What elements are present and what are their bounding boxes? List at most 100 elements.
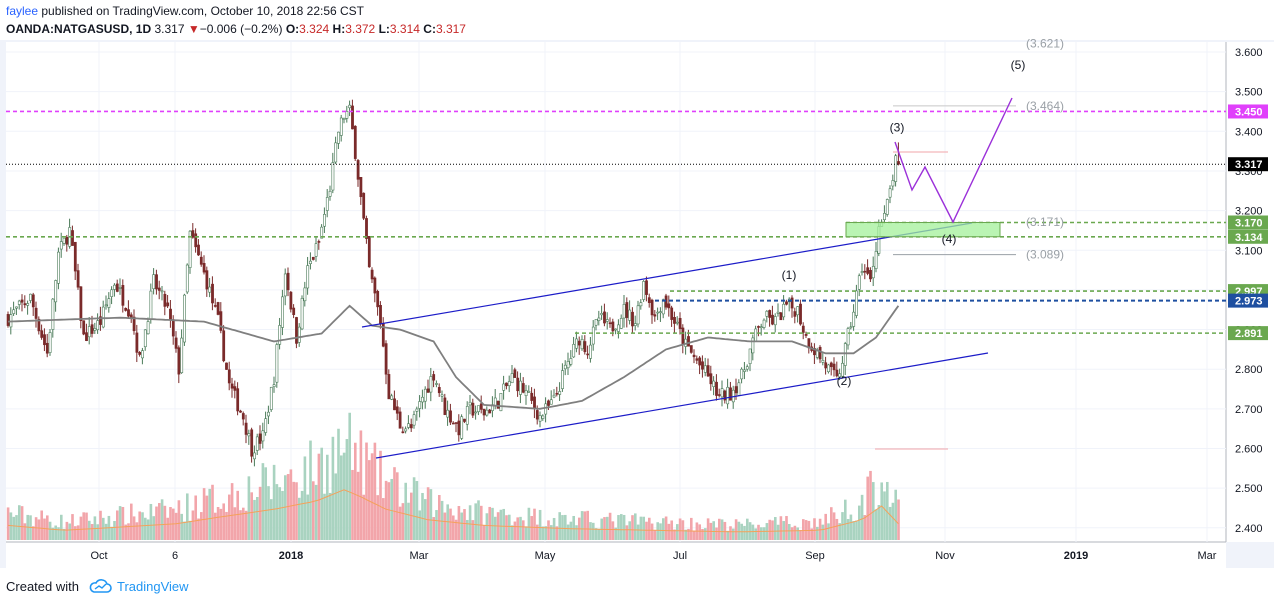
- support-zone-box[interactable]: [845, 221, 1001, 238]
- candle-body: [409, 424, 413, 429]
- candle-body: [289, 291, 293, 310]
- candle-body: [687, 336, 690, 347]
- volume-bar: [146, 519, 150, 540]
- candle-body: [818, 346, 822, 360]
- volume-bar: [186, 493, 189, 540]
- candle-body: [619, 318, 623, 329]
- candle-body: [222, 330, 226, 362]
- volume-bar: [68, 523, 71, 540]
- candle-body: [549, 399, 553, 405]
- volume-bar: [284, 475, 287, 540]
- volume-bar: [9, 512, 13, 540]
- volume-bar: [452, 515, 455, 540]
- volume-bar: [799, 530, 802, 540]
- volume-bar: [726, 530, 729, 540]
- time-tick-label: Mar: [1198, 550, 1217, 562]
- candle-body: [253, 452, 256, 460]
- candle-body: [421, 396, 424, 403]
- volume-bar: [572, 515, 575, 540]
- open-value: 3.324: [299, 22, 330, 36]
- candle-body: [412, 414, 416, 426]
- volume-bar: [698, 524, 701, 540]
- high-label: H:: [332, 22, 346, 36]
- candle-body: [857, 275, 861, 290]
- candle-body: [771, 314, 774, 325]
- candle-body: [631, 311, 634, 327]
- elliott-wave-projection[interactable]: [894, 97, 1013, 224]
- price-level-badge: [1228, 157, 1268, 172]
- volume-bar: [855, 520, 858, 540]
- volume-bar: [816, 526, 819, 540]
- symbol-label[interactable]: OANDA:NATGASUSD, 1D: [6, 22, 152, 36]
- volume-bar: [370, 453, 374, 540]
- candle-body: [639, 302, 643, 307]
- volume-bar: [113, 521, 116, 540]
- candle-body: [832, 363, 836, 371]
- price-axis-labels: 3.6003.5003.4003.3003.2003.1003.0002.900…: [1228, 47, 1268, 535]
- volume-bar: [432, 517, 435, 540]
- volume-bar: [410, 492, 413, 540]
- candles: [6, 99, 900, 467]
- volume-bar: [225, 511, 228, 540]
- volume-bar: [793, 525, 797, 540]
- volume-bar: [611, 521, 615, 540]
- moving-average: [7, 304, 900, 410]
- volume-bar: [110, 526, 113, 540]
- volume-bar: [264, 467, 267, 540]
- volume-bar: [256, 497, 259, 540]
- volume-bar: [757, 524, 760, 540]
- time-axis[interactable]: [6, 542, 1226, 568]
- volume-bar: [242, 507, 245, 540]
- candle-body: [790, 297, 794, 309]
- candle-body: [801, 325, 805, 333]
- candle-body: [681, 327, 685, 345]
- volume-bar: [158, 503, 161, 540]
- volume-bar: [233, 507, 237, 540]
- channel-lower-line[interactable]: [375, 352, 989, 459]
- price-chart[interactable]: (1) (2) (3) (4) (5)(3.621) (3.464) (3.171) (3.0…: [0, 0, 1274, 568]
- candle-body: [311, 256, 315, 260]
- volume-bar: [32, 526, 35, 540]
- volume-bar: [46, 515, 49, 540]
- tradingview-cloud-icon[interactable]: [88, 578, 112, 594]
- volume-bar: [130, 503, 133, 540]
- candle-body: [813, 348, 816, 356]
- candle-body: [507, 381, 511, 386]
- close-label: C:: [423, 22, 436, 36]
- volume-bar: [676, 524, 679, 540]
- volume-bar: [485, 513, 489, 540]
- candle-body: [17, 300, 21, 305]
- volume-bar: [208, 488, 211, 540]
- volume-bar: [603, 517, 606, 540]
- channel-upper-line[interactable]: [361, 222, 973, 328]
- volume-bar: [530, 516, 533, 540]
- volume-bar: [365, 442, 368, 540]
- candle-body: [306, 265, 310, 289]
- author-link[interactable]: faylee: [6, 4, 39, 18]
- price-tick-label: 3.500: [1235, 87, 1263, 99]
- volume-bar: [639, 516, 643, 540]
- volume-bar: [244, 510, 248, 540]
- volume-bar: [863, 515, 867, 540]
- volume-bar: [309, 440, 312, 540]
- volume-bar: [527, 507, 531, 540]
- candle-body: [678, 317, 682, 329]
- candle-body: [628, 309, 632, 321]
- candle-body: [96, 320, 100, 331]
- volume-bar: [438, 494, 441, 540]
- candle-body: [233, 386, 237, 391]
- volume-bar: [412, 477, 416, 540]
- volume-bar: [398, 506, 402, 540]
- tradingview-brand-link[interactable]: TradingView: [117, 579, 189, 594]
- time-axis-labels: Oct 6 2018 Mar May Jul Sep Nov 2019 Mar: [90, 550, 1216, 562]
- volume-bar: [810, 528, 813, 540]
- volume-bar: [891, 502, 895, 540]
- candle-body: [177, 347, 181, 375]
- candle-body: [194, 233, 198, 248]
- volume-bar: [558, 512, 561, 540]
- candle-body: [20, 299, 24, 303]
- candle-body: [591, 326, 595, 345]
- volume-bar: [376, 495, 379, 540]
- low-label: L:: [378, 22, 390, 36]
- price-tick-label: 3.100: [1235, 245, 1263, 257]
